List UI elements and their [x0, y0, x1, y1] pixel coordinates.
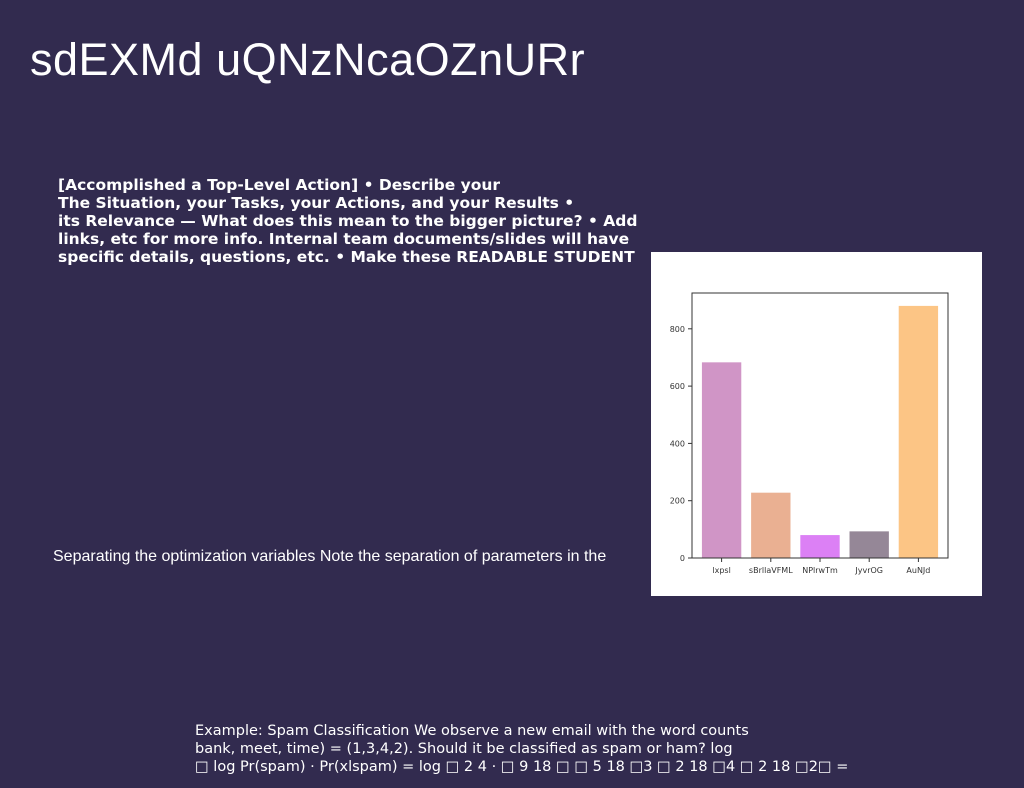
- bullet-line: links, etc for more info. Internal team …: [58, 230, 630, 248]
- bar: [849, 531, 889, 558]
- y-tick-label: 800: [670, 325, 685, 334]
- bar: [701, 362, 742, 558]
- x-tick-label: sBrllaVFML: [749, 566, 793, 575]
- separating-text: Separating the optimization variables No…: [53, 548, 607, 565]
- slide-title: sdEXMd uQNzNcaOZnURr: [30, 34, 586, 85]
- bar: [800, 535, 840, 558]
- x-tick-label: AuNJd: [906, 566, 930, 575]
- bullet-line: [Accomplished a Top-Level Action] • Desc…: [58, 176, 501, 194]
- bullet-line: The Situation, your Tasks, your Actions,…: [58, 194, 575, 212]
- y-tick-label: 200: [670, 497, 685, 506]
- example-text-block: Example: Spam Classification We observe …: [195, 722, 849, 776]
- bullet-line: specific details, questions, etc. • Make…: [58, 248, 635, 266]
- bar: [898, 305, 939, 558]
- bullet-text-block: [Accomplished a Top-Level Action] • Desc…: [58, 176, 658, 266]
- x-tick-label: JyvrOG: [854, 566, 883, 575]
- plot-frame: [691, 292, 949, 559]
- y-tick-label: 400: [670, 439, 685, 448]
- bar-chart-image: 0 200 400 600 800 lxpsl sBrllaVFML NPlrwTm JyvrO…: [651, 252, 982, 596]
- example-line: Example: Spam Classification We observe …: [195, 723, 749, 739]
- example-line: □ log Pr(spam) · Pr(xlspam) = log □ 2 4 …: [195, 759, 849, 775]
- x-tick-label: NPlrwTm: [802, 566, 838, 575]
- x-tick-label: lxpsl: [712, 566, 730, 575]
- y-tick-label: 0: [680, 554, 685, 563]
- y-tick-label: 600: [670, 382, 685, 391]
- bar-chart: 0 200 400 600 800 lxpsl sBrllaVFML NPlrwTm JyvrO…: [670, 292, 949, 575]
- bullet-line: its Relevance — What does this mean to t…: [58, 212, 638, 230]
- example-line: bank, meet, time) = (1,3,4,2). Should it…: [195, 741, 733, 757]
- bar: [751, 492, 791, 558]
